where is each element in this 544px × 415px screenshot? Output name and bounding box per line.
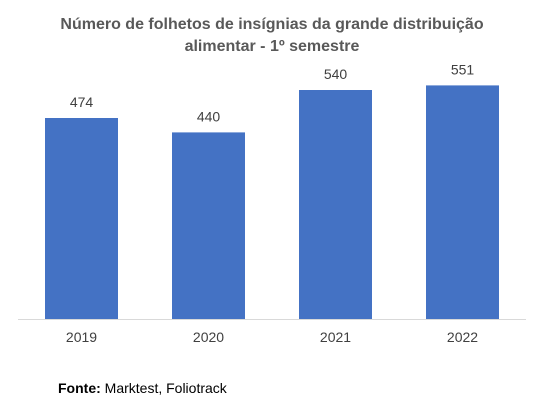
chart-title: Número de folhetos de insígnias da grand… [0, 14, 544, 58]
source-label: Fonte: [58, 380, 101, 396]
bars-group [45, 85, 499, 320]
data-label-2022: 551 [451, 61, 475, 77]
chart-title-line-2: alimentar - 1º semestre [184, 38, 360, 55]
source-note: Fonte: Marktest, Foliotrack [58, 380, 227, 396]
bar-2020 [172, 132, 245, 319]
x-tick-label-2019: 2019 [66, 329, 97, 345]
x-tick-label-2020: 2020 [193, 329, 224, 345]
data-label-2020: 440 [197, 108, 221, 124]
data-label-2021: 540 [324, 66, 348, 82]
x-tick-labels-group: 2019 2020 2021 2022 [66, 329, 478, 345]
chart-title-line-1: Número de folhetos de insígnias da grand… [60, 16, 484, 33]
source-text: Marktest, Foliotrack [104, 380, 227, 396]
bar-2021 [299, 90, 372, 319]
data-label-2019: 474 [70, 94, 94, 110]
data-labels-group: 474 440 540 551 [70, 61, 475, 124]
bar-2022 [426, 85, 499, 320]
x-tick-label-2021: 2021 [320, 329, 351, 345]
x-tick-label-2022: 2022 [447, 329, 478, 345]
bar-2019 [45, 118, 118, 319]
